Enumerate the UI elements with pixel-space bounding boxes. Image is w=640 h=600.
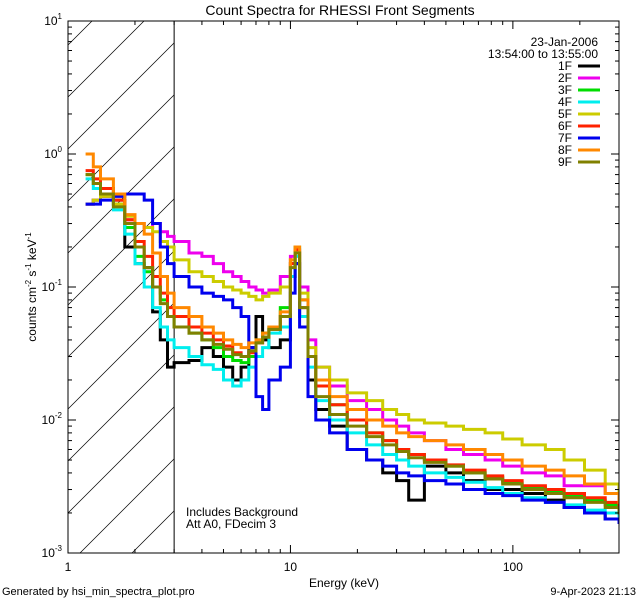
annotation-attenuator: Att A0, FDecim 3 (186, 517, 276, 531)
y-axis-label: counts cm-2 s-1 keV-1 (24, 232, 39, 342)
x-tick-label: 1 (65, 560, 72, 574)
x-tick-label: 10 (284, 560, 298, 574)
series-9F (85, 173, 619, 515)
hatch-line (68, 354, 175, 462)
footer-generated-by: Generated by hsi_min_spectra_plot.pro (2, 586, 195, 598)
hatch-line (68, 250, 175, 358)
x-axis-label: Energy (keV) (309, 576, 379, 590)
series-group (85, 152, 619, 524)
x-ticks: 1 10 100 (65, 21, 620, 574)
y-tick-label: 100 (44, 145, 62, 161)
hatch-line (79, 458, 175, 553)
observation-date: 23-Jan-2006 (531, 35, 599, 49)
hatch-line (68, 406, 175, 514)
time-range: 13:54:00 to 13:55:00 (488, 47, 598, 61)
y-ticks: 10-3 10-2 10-1 100 101 (42, 12, 619, 560)
legend-label-4F: 4F (558, 95, 572, 109)
chart-title: Count Spectra for RHESSI Front Segments (205, 2, 474, 18)
legend-label-5F: 5F (558, 107, 572, 121)
legend-label-8F: 8F (558, 143, 572, 157)
legend-label-1F: 1F (558, 59, 572, 73)
legend-label-9F: 9F (558, 155, 572, 169)
hatch-line (68, 21, 145, 98)
series-7F (85, 192, 619, 524)
y-tick-label: 10-3 (42, 544, 63, 560)
footer-timestamp: 9-Apr-2023 21:13 (550, 586, 636, 598)
legend-label-6F: 6F (558, 119, 572, 133)
y-tick-label: 10-1 (42, 278, 63, 294)
legend-label-3F: 3F (558, 83, 572, 97)
hatch-line (68, 198, 175, 306)
annotation-background: Includes Background (186, 505, 298, 519)
hatch-line (68, 42, 175, 150)
y-tick-label: 101 (44, 12, 62, 28)
legend-label-7F: 7F (558, 131, 572, 145)
hatch-line (68, 21, 93, 46)
y-tick-label: 10-2 (42, 411, 63, 427)
legend-label-2F: 2F (558, 71, 572, 85)
x-tick-label: 100 (503, 560, 523, 574)
